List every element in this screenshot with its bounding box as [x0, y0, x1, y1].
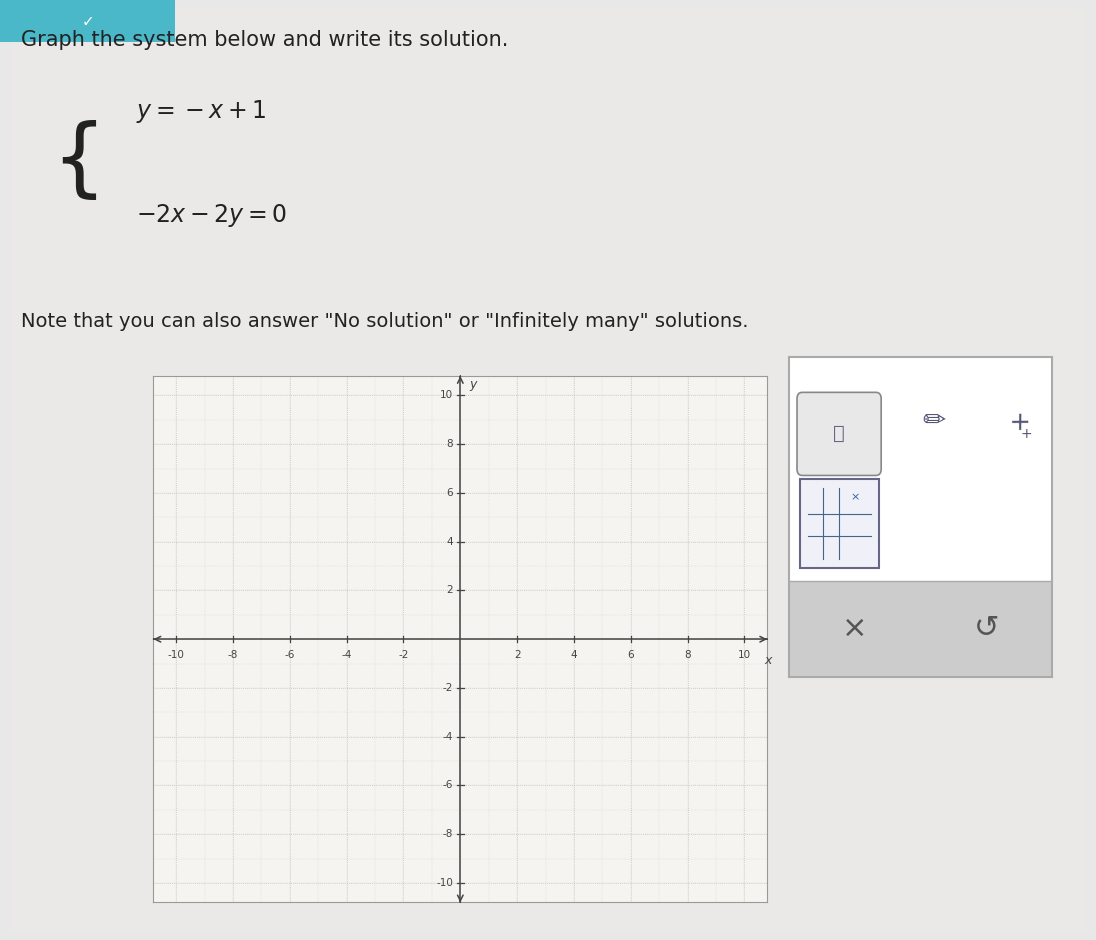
Text: {: { [52, 120, 106, 203]
Text: ✏: ✏ [922, 407, 946, 435]
Text: 4: 4 [571, 650, 578, 660]
Text: -6: -6 [443, 780, 454, 791]
Text: Graph the system below and write its solution.: Graph the system below and write its sol… [21, 29, 507, 50]
Text: y: y [469, 379, 477, 391]
Text: +: + [1020, 427, 1031, 441]
Text: -2: -2 [398, 650, 409, 660]
Text: 6: 6 [446, 488, 454, 498]
Text: -8: -8 [228, 650, 238, 660]
Text: 10: 10 [441, 390, 454, 400]
Text: -10: -10 [168, 650, 184, 660]
Text: -2: -2 [443, 683, 454, 693]
Text: ×: × [842, 615, 868, 643]
Text: 8: 8 [684, 650, 690, 660]
Text: $-2x-2y=0$: $-2x-2y=0$ [136, 202, 287, 228]
Text: ×: × [850, 493, 859, 503]
FancyBboxPatch shape [11, 9, 1085, 931]
Text: x: x [764, 654, 772, 666]
Bar [0, 0, 175, 42]
Text: 4: 4 [446, 537, 454, 547]
Text: 2: 2 [514, 650, 521, 660]
Text: 8: 8 [446, 439, 454, 449]
Text: -6: -6 [285, 650, 295, 660]
Text: -8: -8 [443, 829, 454, 839]
FancyBboxPatch shape [800, 478, 879, 568]
Text: 6: 6 [628, 650, 635, 660]
Text: ✕: ✕ [1007, 407, 1035, 435]
FancyBboxPatch shape [797, 392, 881, 476]
Text: ✓: ✓ [81, 14, 94, 29]
Bar [789, 581, 1052, 677]
Text: -4: -4 [342, 650, 352, 660]
Text: -4: -4 [443, 731, 454, 742]
Text: -10: -10 [436, 878, 454, 888]
Text: $y=-x+1$: $y=-x+1$ [136, 98, 266, 125]
Text: 2: 2 [446, 586, 454, 595]
Text: ↺: ↺ [973, 615, 1000, 643]
Text: 10: 10 [738, 650, 751, 660]
Text: ⬜: ⬜ [833, 424, 845, 444]
Text: Note that you can also answer "No solution" or "Infinitely many" solutions.: Note that you can also answer "No soluti… [21, 312, 749, 331]
